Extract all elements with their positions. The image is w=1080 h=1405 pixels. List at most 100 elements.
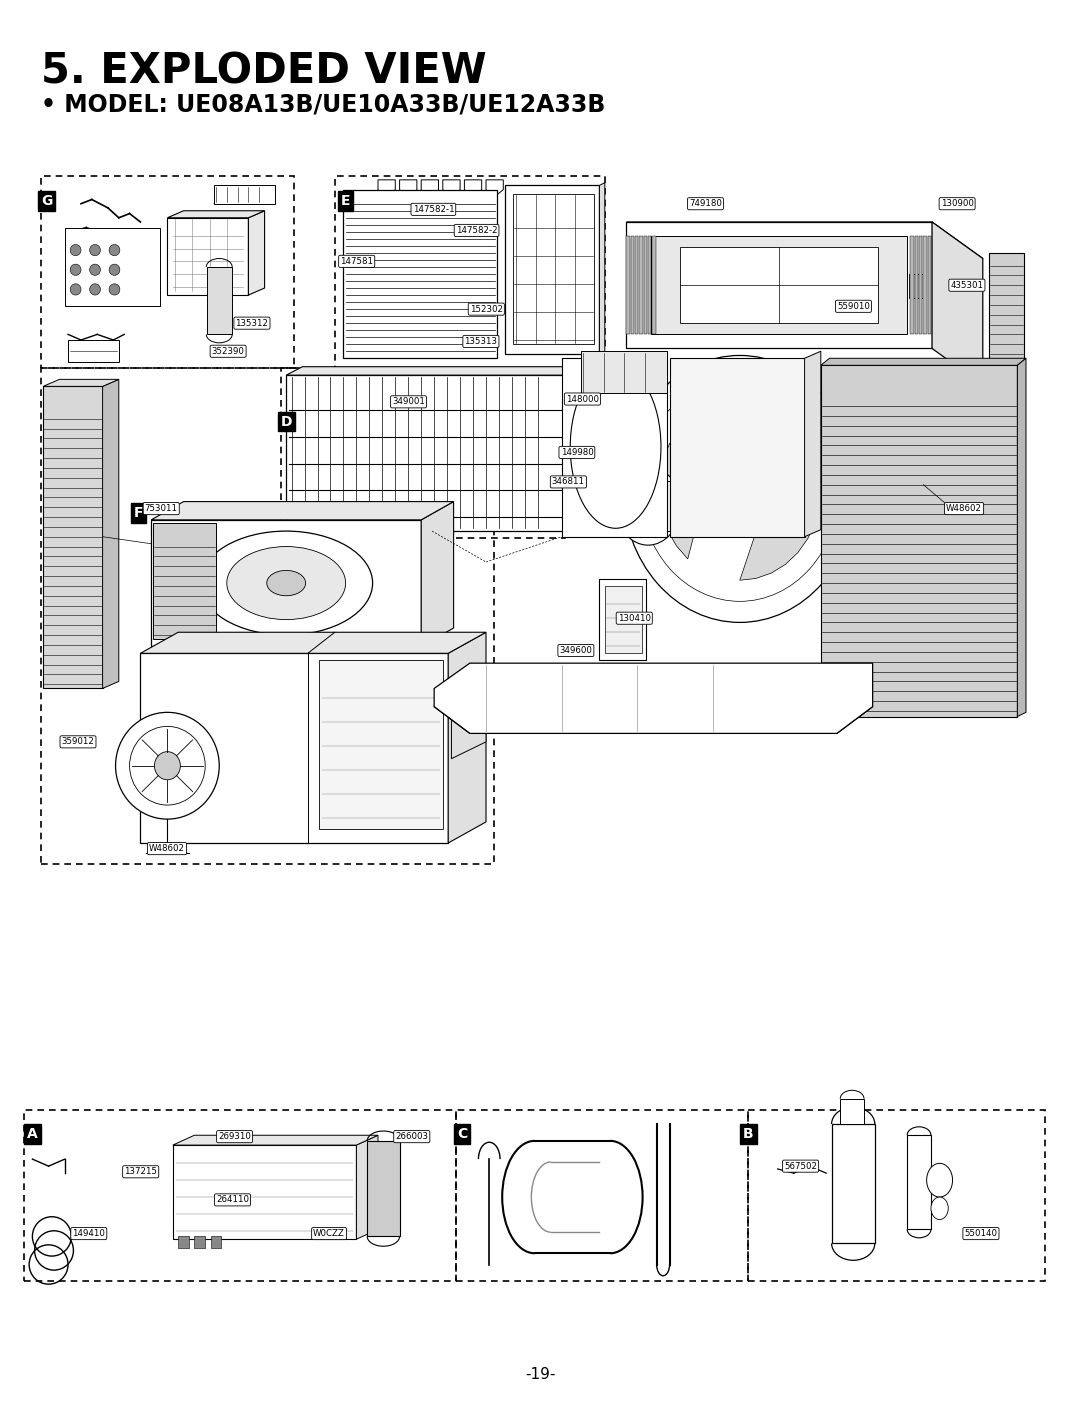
Polygon shape	[443, 180, 460, 197]
Polygon shape	[659, 444, 727, 559]
Text: 135313: 135313	[464, 337, 498, 346]
Polygon shape	[367, 1141, 400, 1236]
Polygon shape	[1017, 358, 1026, 717]
Polygon shape	[605, 586, 642, 653]
Polygon shape	[464, 180, 482, 197]
Text: 749180: 749180	[689, 200, 721, 208]
Polygon shape	[400, 180, 417, 197]
Polygon shape	[805, 351, 821, 537]
Text: 269310: 269310	[218, 1132, 251, 1141]
Ellipse shape	[70, 284, 81, 295]
Polygon shape	[451, 695, 486, 759]
Polygon shape	[599, 183, 605, 354]
Text: 148000: 148000	[566, 395, 599, 403]
Text: 264110: 264110	[216, 1196, 249, 1204]
Text: 147582-1: 147582-1	[413, 205, 455, 214]
Polygon shape	[356, 1135, 378, 1239]
Polygon shape	[286, 367, 581, 375]
Ellipse shape	[109, 284, 120, 295]
Polygon shape	[167, 218, 248, 295]
Text: 149980: 149980	[561, 448, 593, 457]
Polygon shape	[211, 1236, 221, 1248]
Text: 567502: 567502	[784, 1162, 818, 1170]
Text: • MODEL: UE08A13B/UE10A33B/UE12A33B: • MODEL: UE08A13B/UE10A33B/UE12A33B	[41, 93, 606, 117]
Polygon shape	[378, 180, 395, 197]
Polygon shape	[562, 358, 667, 537]
Polygon shape	[151, 502, 454, 520]
Polygon shape	[832, 1124, 875, 1243]
Text: 550140: 550140	[964, 1229, 998, 1238]
Polygon shape	[670, 358, 805, 537]
Ellipse shape	[227, 547, 346, 620]
Polygon shape	[932, 222, 983, 385]
Polygon shape	[928, 236, 931, 334]
Text: 359012: 359012	[62, 738, 94, 746]
Polygon shape	[680, 247, 878, 323]
Polygon shape	[214, 185, 275, 204]
Polygon shape	[103, 379, 119, 688]
Polygon shape	[652, 236, 656, 334]
Ellipse shape	[713, 458, 767, 520]
Polygon shape	[712, 398, 810, 462]
Polygon shape	[286, 375, 565, 531]
Text: W48602: W48602	[149, 844, 185, 853]
Text: 147581: 147581	[340, 257, 374, 266]
Ellipse shape	[616, 466, 680, 545]
Ellipse shape	[130, 726, 205, 805]
Polygon shape	[167, 211, 265, 218]
Polygon shape	[635, 236, 638, 334]
Polygon shape	[194, 1236, 205, 1248]
Text: F: F	[134, 506, 143, 520]
Ellipse shape	[200, 531, 373, 635]
Text: 147582-2: 147582-2	[456, 226, 498, 235]
Ellipse shape	[109, 264, 120, 275]
Polygon shape	[140, 653, 448, 843]
Polygon shape	[626, 222, 983, 259]
Polygon shape	[178, 1236, 189, 1248]
Text: A: A	[27, 1127, 38, 1141]
Polygon shape	[76, 250, 140, 260]
Polygon shape	[989, 253, 1024, 379]
Text: B: B	[743, 1127, 754, 1141]
Polygon shape	[626, 236, 630, 334]
Text: 559010: 559010	[837, 302, 869, 311]
Text: 149410: 149410	[72, 1229, 105, 1238]
Polygon shape	[621, 481, 675, 531]
Text: E: E	[341, 194, 350, 208]
Polygon shape	[486, 180, 503, 197]
Polygon shape	[43, 379, 119, 386]
Polygon shape	[639, 236, 643, 334]
Text: 137215: 137215	[124, 1168, 158, 1176]
Polygon shape	[421, 180, 438, 197]
Polygon shape	[909, 274, 924, 298]
Polygon shape	[740, 485, 820, 580]
Text: 130900: 130900	[941, 200, 973, 208]
Text: 435301: 435301	[950, 281, 984, 289]
Polygon shape	[505, 185, 599, 354]
Polygon shape	[840, 1099, 864, 1124]
Polygon shape	[207, 267, 232, 334]
Polygon shape	[644, 236, 647, 334]
Polygon shape	[153, 523, 216, 639]
Polygon shape	[631, 236, 634, 334]
Polygon shape	[919, 236, 922, 334]
Ellipse shape	[109, 244, 120, 256]
Polygon shape	[343, 190, 497, 358]
Ellipse shape	[623, 355, 856, 622]
Ellipse shape	[70, 244, 81, 256]
Text: 135312: 135312	[235, 319, 269, 327]
Text: 130410: 130410	[618, 614, 651, 622]
Ellipse shape	[267, 570, 306, 596]
Ellipse shape	[90, 284, 100, 295]
Polygon shape	[173, 1135, 378, 1145]
Polygon shape	[915, 236, 918, 334]
Text: 5. EXPLODED VIEW: 5. EXPLODED VIEW	[41, 51, 487, 93]
Ellipse shape	[154, 752, 180, 780]
Polygon shape	[821, 358, 1026, 365]
Polygon shape	[565, 367, 581, 531]
Polygon shape	[434, 663, 873, 733]
Polygon shape	[821, 365, 1017, 717]
Text: 349600: 349600	[559, 646, 592, 655]
Polygon shape	[626, 222, 932, 348]
Text: G: G	[41, 194, 52, 208]
